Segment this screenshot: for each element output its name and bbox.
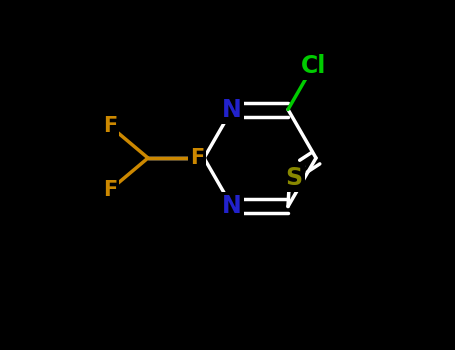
Text: F: F <box>103 116 117 136</box>
Text: F: F <box>190 148 204 168</box>
Text: N: N <box>222 98 242 121</box>
Text: S: S <box>286 166 303 190</box>
Text: Cl: Cl <box>300 54 326 78</box>
Text: N: N <box>222 195 242 218</box>
Text: F: F <box>103 180 117 200</box>
